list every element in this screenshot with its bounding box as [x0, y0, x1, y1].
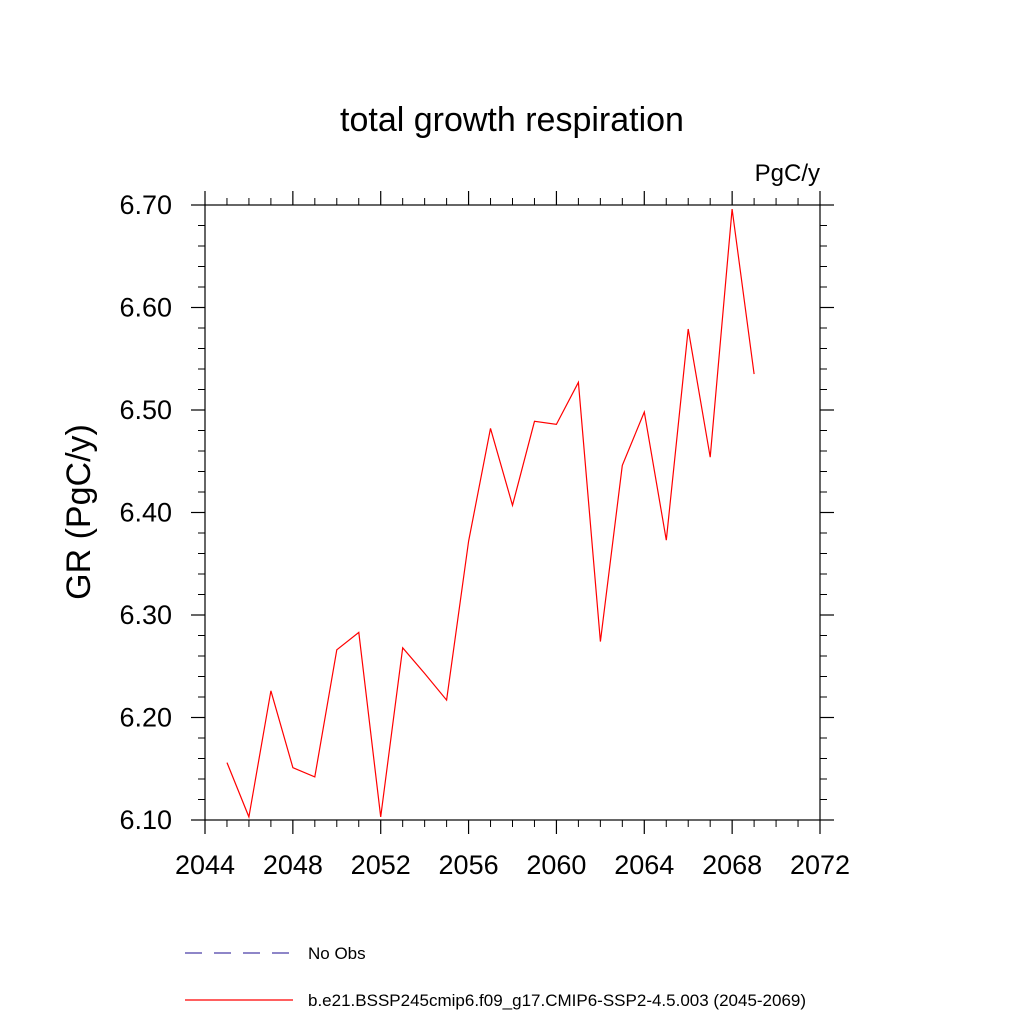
x-tick-label: 2056	[439, 850, 499, 880]
y-tick-label: 6.40	[119, 498, 172, 528]
axis-ticks	[191, 191, 834, 834]
series-line-0	[226, 209, 755, 820]
x-tick-label: 2044	[175, 850, 235, 880]
chart-title: total growth respiration	[340, 101, 684, 139]
plot-frame	[204, 204, 821, 821]
x-tick-label: 2072	[790, 850, 850, 880]
legend-label: b.e21.BSSP245cmip6.f09_g17.CMIP6-SSP2-4.…	[308, 991, 806, 1010]
y-tick-label: 6.50	[119, 395, 172, 425]
legend-label: No Obs	[308, 944, 366, 963]
units-label: PgC/y	[755, 160, 820, 187]
tick-labels: 2044 2048 2052 2056 2060 2064 2068 2072 6.10 6.20…	[119, 190, 850, 880]
x-tick-label: 2052	[351, 850, 411, 880]
y-axis-label: GR (PgC/y)	[60, 424, 98, 600]
y-tick-label: 6.20	[119, 703, 172, 733]
x-tick-label: 2048	[263, 850, 323, 880]
y-tick-label: 6.70	[119, 190, 172, 220]
x-tick-label: 2068	[702, 850, 762, 880]
x-tick-label: 2060	[526, 850, 586, 880]
legend: No Obs b.e21.BSSP245cmip6.f09_g17.CMIP6-S…	[185, 944, 806, 1010]
y-tick-label: 6.60	[119, 293, 172, 323]
series-lines	[226, 209, 755, 820]
x-tick-label: 2064	[614, 850, 674, 880]
y-tick-label: 6.30	[119, 600, 172, 630]
y-tick-label: 6.10	[119, 805, 172, 835]
